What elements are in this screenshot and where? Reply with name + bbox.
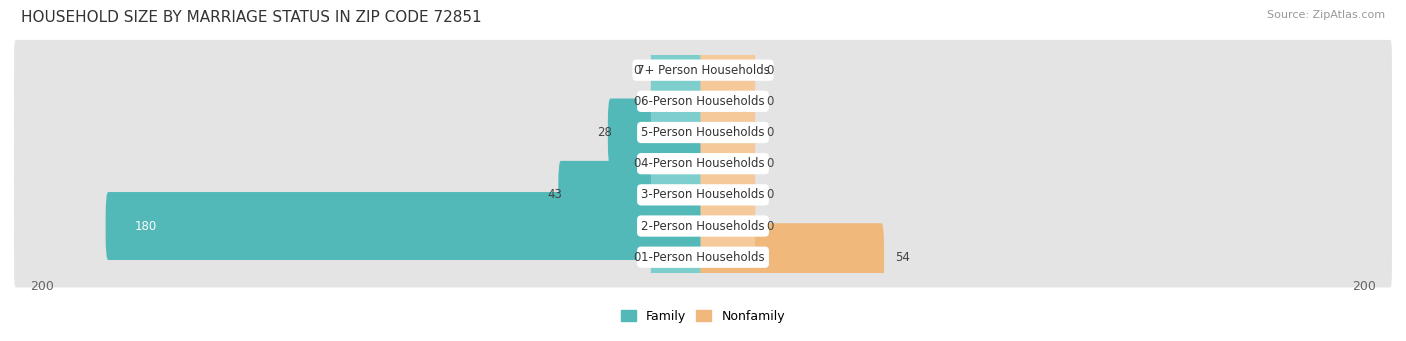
Text: 0: 0 (766, 64, 773, 77)
FancyBboxPatch shape (651, 36, 706, 104)
FancyBboxPatch shape (651, 67, 706, 135)
Text: 1-Person Households: 1-Person Households (641, 251, 765, 264)
Text: 5-Person Households: 5-Person Households (641, 126, 765, 139)
FancyBboxPatch shape (558, 161, 706, 229)
FancyBboxPatch shape (700, 36, 755, 104)
FancyBboxPatch shape (14, 102, 1392, 163)
FancyBboxPatch shape (14, 71, 1392, 132)
FancyBboxPatch shape (700, 67, 755, 135)
Text: HOUSEHOLD SIZE BY MARRIAGE STATUS IN ZIP CODE 72851: HOUSEHOLD SIZE BY MARRIAGE STATUS IN ZIP… (21, 10, 482, 25)
Text: 54: 54 (894, 251, 910, 264)
Text: 0: 0 (633, 251, 640, 264)
Text: 180: 180 (135, 220, 157, 233)
Text: 7+ Person Households: 7+ Person Households (637, 64, 769, 77)
Text: 28: 28 (598, 126, 612, 139)
FancyBboxPatch shape (700, 223, 884, 291)
Text: 0: 0 (766, 220, 773, 233)
Text: 2-Person Households: 2-Person Households (641, 220, 765, 233)
FancyBboxPatch shape (14, 133, 1392, 194)
FancyBboxPatch shape (14, 227, 1392, 287)
Text: 4-Person Households: 4-Person Households (641, 157, 765, 170)
Text: 0: 0 (633, 157, 640, 170)
FancyBboxPatch shape (14, 196, 1392, 256)
Legend: Family, Nonfamily: Family, Nonfamily (616, 305, 790, 328)
Text: Source: ZipAtlas.com: Source: ZipAtlas.com (1267, 10, 1385, 20)
FancyBboxPatch shape (651, 130, 706, 198)
FancyBboxPatch shape (700, 130, 755, 198)
FancyBboxPatch shape (700, 192, 755, 260)
FancyBboxPatch shape (105, 192, 706, 260)
Text: 3-Person Households: 3-Person Households (641, 188, 765, 201)
Text: 6-Person Households: 6-Person Households (641, 95, 765, 108)
Text: 0: 0 (766, 157, 773, 170)
Text: 0: 0 (766, 126, 773, 139)
FancyBboxPatch shape (700, 99, 755, 166)
FancyBboxPatch shape (651, 223, 706, 291)
Text: 0: 0 (633, 64, 640, 77)
FancyBboxPatch shape (14, 40, 1392, 100)
Text: 0: 0 (633, 95, 640, 108)
Text: 43: 43 (548, 188, 562, 201)
FancyBboxPatch shape (14, 165, 1392, 225)
FancyBboxPatch shape (607, 99, 706, 166)
Text: 0: 0 (766, 188, 773, 201)
FancyBboxPatch shape (700, 161, 755, 229)
Text: 0: 0 (766, 95, 773, 108)
